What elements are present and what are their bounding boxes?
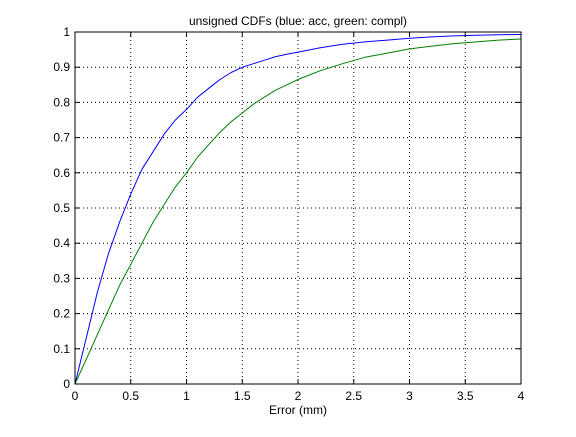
y-tick-label: 0.2 <box>53 307 70 321</box>
x-tick-label: 1.5 <box>234 389 251 403</box>
y-tick-label: 0.6 <box>53 166 70 180</box>
series-line-green <box>74 38 522 385</box>
y-tick-label: 0.7 <box>53 131 70 145</box>
series-line-blue <box>74 34 522 385</box>
y-tick-label: 0.8 <box>53 95 70 109</box>
series-layer <box>74 34 522 385</box>
ticks: 0 0.5 1 1.5 2 2.5 3 3.5 4 0 0.1 0.2 0.3 0.4 0.5 0.6 0.7 0… <box>53 25 524 403</box>
x-tick-label: 1 <box>183 389 190 403</box>
y-tick-label: 0.1 <box>53 342 70 356</box>
x-tick-label: 2 <box>295 389 302 403</box>
x-tick-label: 3.5 <box>457 389 474 403</box>
chart-title: unsigned CDFs (blue: acc, green: compl) <box>189 14 407 28</box>
x-tick-label: 0.5 <box>122 389 139 403</box>
grid <box>75 32 521 384</box>
y-tick-label: 0.4 <box>53 236 70 250</box>
y-tick-label: 0.3 <box>53 271 70 285</box>
x-tick-label: 3 <box>406 389 413 403</box>
y-tick-label: 0.9 <box>53 60 70 74</box>
y-tick-label: 0 <box>63 377 70 391</box>
x-tick-label: 0 <box>72 389 79 403</box>
y-tick-label: 0.5 <box>53 201 70 215</box>
x-tick-label: 2.5 <box>345 389 362 403</box>
x-tick-label: 4 <box>518 389 525 403</box>
x-axis-label: Error (mm) <box>269 403 327 417</box>
y-tick-label: 1 <box>63 25 70 39</box>
